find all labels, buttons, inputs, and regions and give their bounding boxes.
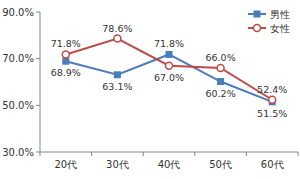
x-tick-label: 30代	[106, 159, 129, 170]
legend-marker	[254, 11, 261, 18]
data-label: 71.8%	[154, 38, 184, 49]
data-label: 63.1%	[102, 81, 132, 92]
x-tick	[194, 152, 195, 156]
marker	[166, 62, 173, 69]
x-tick	[40, 152, 41, 156]
plot-area	[62, 35, 275, 105]
marker	[217, 78, 224, 85]
x-axis	[40, 152, 298, 153]
y-tick-label: 50.0%	[2, 100, 34, 111]
y-tick-label: 90.0%	[2, 7, 34, 18]
marker	[62, 58, 69, 65]
x-tick-label: 60代	[261, 159, 284, 170]
data-label: 67.0%	[154, 72, 184, 83]
marker	[269, 96, 276, 103]
x-tick-label: 20代	[54, 159, 77, 170]
marker	[114, 71, 121, 78]
data-label: 78.6%	[102, 23, 132, 34]
y-tick	[36, 58, 40, 59]
legend-label: 女性	[270, 23, 290, 34]
marker	[166, 51, 173, 58]
data-label: 71.8%	[51, 38, 81, 49]
x-tick	[143, 152, 144, 156]
y-tick-label: 30.0%	[2, 147, 34, 158]
x-tick	[298, 152, 299, 156]
x-tick	[91, 152, 92, 156]
y-tick	[36, 105, 40, 106]
data-label: 51.5%	[257, 108, 287, 119]
data-label: 52.4%	[257, 84, 287, 95]
y-tick	[36, 12, 40, 13]
marker	[114, 35, 121, 42]
x-tick-label: 40代	[158, 159, 181, 170]
legend-marker	[254, 25, 261, 32]
data-labels: 68.9% 63.1% 71.8% 60.2% 51.5% 71.8% 78.6% 67.0%…	[51, 23, 288, 119]
data-label: 60.2%	[206, 88, 236, 99]
series-line	[66, 54, 272, 101]
legend-label: 男性	[270, 9, 290, 20]
marker	[217, 65, 224, 72]
data-label: 66.0%	[206, 52, 236, 63]
marker	[62, 51, 69, 58]
x-tick	[246, 152, 247, 156]
chart: 30.0% 50.0% 70.0% 90.0% 20代 30代 40代 50代 60代 68.9%…	[0, 0, 300, 179]
series-line	[66, 39, 272, 100]
x-tick-label: 50代	[209, 159, 232, 170]
y-tick-label: 70.0%	[2, 53, 34, 64]
y-axis	[40, 12, 41, 152]
y-tick	[36, 152, 40, 153]
legend: 男性女性	[248, 9, 290, 34]
data-label: 68.9%	[51, 67, 81, 78]
